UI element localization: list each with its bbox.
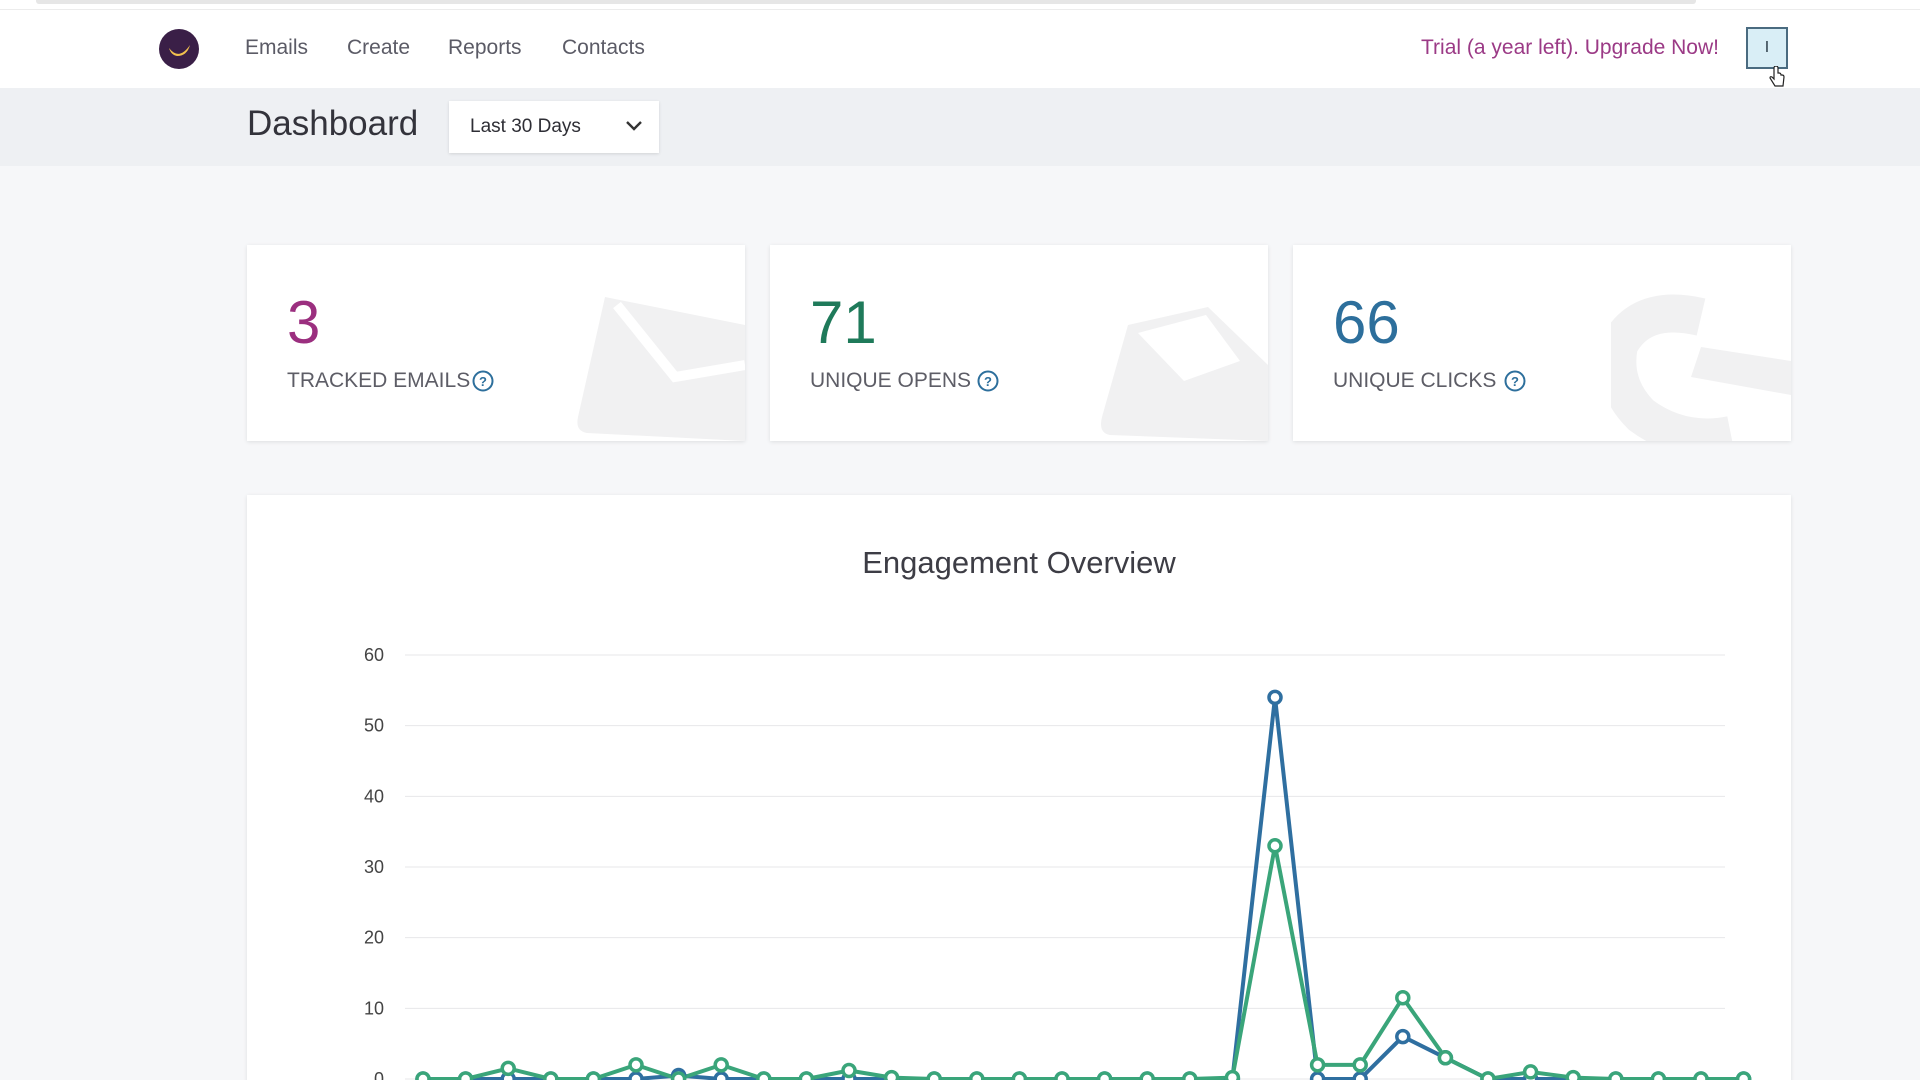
scrollbar-track xyxy=(36,0,1696,4)
help-icon[interactable]: ? xyxy=(977,370,999,392)
data-point[interactable] xyxy=(841,1062,857,1079)
open-envelope-icon xyxy=(1101,307,1268,441)
y-tick-label: 60 xyxy=(364,645,384,665)
series-line-1 xyxy=(423,695,1744,1080)
nav-reports[interactable]: Reports xyxy=(448,36,522,59)
svg-text:?: ? xyxy=(984,374,992,389)
data-point[interactable] xyxy=(969,1071,985,1080)
data-point[interactable] xyxy=(1693,1071,1709,1080)
user-menu-button[interactable]: I xyxy=(1746,27,1788,69)
data-point[interactable] xyxy=(883,1069,900,1080)
nav-contacts[interactable]: Contacts xyxy=(562,36,645,59)
data-point[interactable] xyxy=(457,1071,474,1080)
data-point[interactable] xyxy=(756,1071,772,1080)
data-point[interactable] xyxy=(1522,1064,1539,1080)
chart-title: Engagement Overview xyxy=(862,545,1176,580)
date-range-select[interactable]: Last 30 Days xyxy=(449,101,659,153)
engagement-chart-panel: Engagement Overview 0 10 20 30 40 50 60 xyxy=(247,495,1791,1080)
data-point[interactable] xyxy=(670,1071,687,1080)
help-icon[interactable]: ? xyxy=(1504,370,1526,392)
data-point[interactable] xyxy=(1480,1071,1496,1080)
data-point[interactable] xyxy=(1309,1057,1326,1073)
data-point[interactable] xyxy=(1352,1057,1368,1073)
link-icon xyxy=(1611,294,1791,441)
stat-card-unique-opens: 71 UNIQUE OPENS ? xyxy=(770,245,1268,441)
data-point[interactable] xyxy=(1096,1071,1113,1080)
data-point[interactable] xyxy=(1395,1028,1411,1045)
stat-label: UNIQUE OPENS xyxy=(810,369,972,392)
y-tick-label: 10 xyxy=(364,998,384,1018)
envelope-icon xyxy=(577,297,745,441)
divider xyxy=(0,9,1920,10)
data-point[interactable] xyxy=(926,1071,942,1080)
svg-text:?: ? xyxy=(1511,374,1519,389)
nav-emails[interactable]: Emails xyxy=(245,36,309,59)
help-icon[interactable]: ? xyxy=(472,370,494,392)
y-tick-label: 50 xyxy=(364,716,384,736)
brand-logo[interactable] xyxy=(159,29,199,69)
banana-icon xyxy=(169,45,190,56)
hand-cursor-icon xyxy=(1769,66,1785,87)
top-navbar: Emails Create Reports Contacts Trial (a … xyxy=(0,10,1920,88)
y-tick-label: 20 xyxy=(364,928,384,948)
svg-text:?: ? xyxy=(479,374,487,389)
data-point[interactable] xyxy=(1309,1071,1326,1080)
data-point[interactable] xyxy=(1267,838,1283,854)
dashboard-header: Dashboard Last 30 Days xyxy=(0,88,1920,166)
data-point[interactable] xyxy=(1650,1071,1667,1080)
data-point[interactable] xyxy=(1565,1069,1581,1080)
data-point[interactable] xyxy=(1735,1071,1752,1080)
data-point[interactable] xyxy=(628,1071,644,1080)
data-point[interactable] xyxy=(713,1071,729,1080)
data-point[interactable] xyxy=(500,1060,516,1077)
series-line-2 xyxy=(423,843,1744,1080)
chevron-down-icon xyxy=(626,121,642,131)
upgrade-link[interactable]: Trial (a year left). Upgrade Now! xyxy=(1421,36,1719,59)
stat-label: UNIQUE CLICKS xyxy=(1333,369,1497,392)
stat-label: TRACKED EMAILS xyxy=(287,369,471,392)
data-point[interactable] xyxy=(713,1057,729,1073)
data-point[interactable] xyxy=(1011,1071,1028,1080)
stat-value: 3 xyxy=(287,289,321,356)
stat-value: 71 xyxy=(810,289,877,356)
y-tick-label: 30 xyxy=(364,857,384,877)
stat-value: 66 xyxy=(1333,289,1400,356)
data-point[interactable] xyxy=(628,1057,644,1073)
data-point[interactable] xyxy=(798,1071,815,1080)
data-point[interactable] xyxy=(1437,1050,1454,1066)
stat-card-unique-clicks: 66 UNIQUE CLICKS ? xyxy=(1293,245,1791,441)
data-point[interactable] xyxy=(415,1071,431,1080)
date-range-value: Last 30 Days xyxy=(470,116,581,137)
y-tick-label: 40 xyxy=(364,786,384,806)
y-tick-label: 0 xyxy=(374,1069,384,1080)
data-point[interactable] xyxy=(543,1071,559,1080)
browser-top-strip xyxy=(0,0,1920,10)
nav-create[interactable]: Create xyxy=(347,36,411,59)
stat-card-tracked-emails: 3 TRACKED EMAILS ? xyxy=(247,245,745,441)
data-point[interactable] xyxy=(1608,1071,1624,1080)
data-point[interactable] xyxy=(1054,1071,1070,1080)
data-point[interactable] xyxy=(1267,689,1283,706)
data-point[interactable] xyxy=(1182,1071,1198,1080)
engagement-line-chart: 0 10 20 30 40 50 60 xyxy=(364,645,1752,1080)
data-point[interactable] xyxy=(1224,1069,1241,1080)
data-point[interactable] xyxy=(1139,1071,1155,1080)
page-title: Dashboard xyxy=(247,104,419,143)
data-point[interactable] xyxy=(585,1071,602,1080)
data-point[interactable] xyxy=(1352,1071,1368,1080)
data-point[interactable] xyxy=(1395,989,1411,1006)
